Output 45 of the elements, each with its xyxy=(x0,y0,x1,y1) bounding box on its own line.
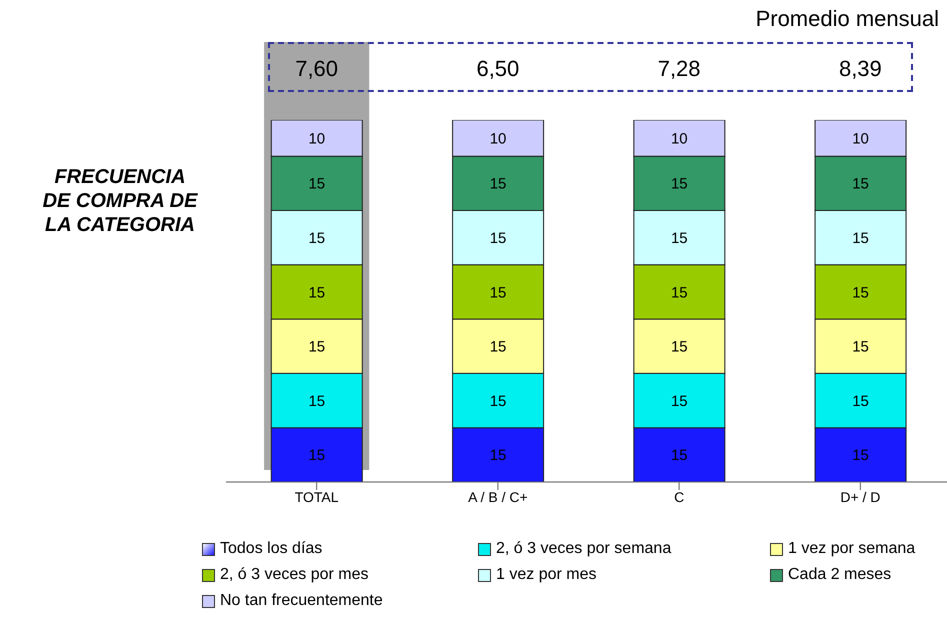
x-tick-label: C xyxy=(674,488,684,505)
text: Promedio mensual xyxy=(756,6,939,32)
text: 8,39 xyxy=(838,56,883,82)
data-label: 15 xyxy=(308,392,326,410)
data-label: 15 xyxy=(852,392,869,410)
data-label: 15 xyxy=(490,392,506,410)
data-label: 15 xyxy=(308,447,326,464)
data-label: 15 xyxy=(490,176,506,193)
data-label: 10 xyxy=(490,130,506,148)
legend-label: 2, ó 3 veces por mes xyxy=(219,566,370,584)
text: 7,60 xyxy=(294,56,340,82)
x-tick-label: TOTAL xyxy=(294,488,339,505)
data-label: 10 xyxy=(308,130,326,148)
data-label: 15 xyxy=(670,176,688,193)
data-label: 15 xyxy=(490,447,506,464)
data-label: 15 xyxy=(490,338,506,356)
legend-label: 1 vez por semana xyxy=(787,540,916,558)
data-label: 15 xyxy=(308,176,326,193)
data-label: 15 xyxy=(670,447,688,464)
data-label: 15 xyxy=(852,447,869,464)
data-label: 15 xyxy=(852,284,869,302)
data-label: 15 xyxy=(670,392,688,410)
data-label: 15 xyxy=(308,338,326,356)
legend-label: 2, ó 3 veces por semana xyxy=(495,540,672,558)
data-label: 15 xyxy=(670,284,688,302)
data-label: 15 xyxy=(852,230,869,247)
data-label: 15 xyxy=(490,230,506,247)
text: 6,50 xyxy=(475,56,520,82)
data-label: 10 xyxy=(670,130,688,148)
data-label: 15 xyxy=(670,230,688,247)
data-label: 15 xyxy=(852,176,869,193)
legend-label: No tan frecuentemente xyxy=(219,592,384,610)
legend-label: 1 vez por mes xyxy=(495,566,598,584)
text: 7,28 xyxy=(656,56,702,82)
data-label: 15 xyxy=(670,338,688,356)
x-tick-label: A / B / C+ xyxy=(468,488,528,505)
data-label: 15 xyxy=(852,338,869,356)
data-label: 10 xyxy=(852,130,869,148)
x-tick-label: D+ / D xyxy=(840,488,880,505)
legend-label: Todos los días xyxy=(219,540,324,558)
data-label: 15 xyxy=(308,230,326,247)
data-label: 15 xyxy=(490,284,506,302)
legend-label: Cada 2 meses xyxy=(787,566,892,584)
data-label: 15 xyxy=(308,284,326,302)
y-axis-title: FRECUENCIA DE COMPRA DE LA CATEGORIA xyxy=(42,165,199,237)
